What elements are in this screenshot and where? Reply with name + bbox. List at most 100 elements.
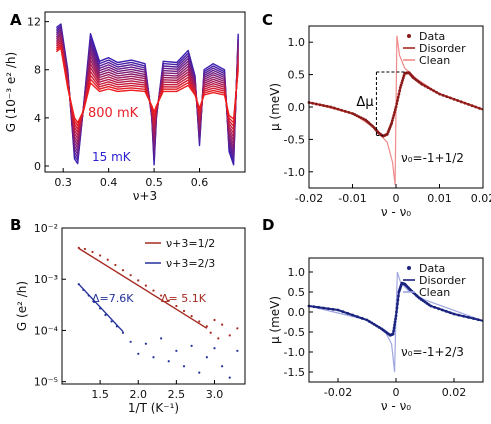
legend-label: ν+3=1/2 [166,237,215,250]
data-point [311,101,315,105]
y-axis-label-C: μ (meV) [268,83,282,131]
data-point [471,317,475,320]
data-point [467,103,470,106]
x-tick-label-B: 3.0 [206,388,224,401]
data-point [228,334,231,337]
x-tick-label-C: 0.01 [427,192,452,205]
x-tick-label-A: 0.5 [145,176,163,189]
y-tick-label-A: 8 [34,64,41,77]
annotation-15mk: 15 mK [92,150,132,164]
legend-label: Clean [419,286,450,299]
data-point [448,96,452,100]
data-point [336,308,340,312]
panel-letter-B: B [10,216,21,234]
data-point [368,320,371,323]
data-point [375,324,379,328]
data-point [456,99,460,102]
data-point [397,92,401,96]
data-point [332,106,336,110]
temperature-curve [55,45,239,127]
data-point [317,305,321,309]
data-point [121,269,125,272]
data-point [236,327,239,330]
data-point [467,316,470,319]
y-tick-label-C: 0.0 [288,101,306,114]
data-point [463,101,467,105]
data-point [341,310,345,314]
data-point [401,79,404,82]
x-axis-label-A: ν+3 [133,189,157,203]
data-point [370,321,374,325]
data-point [361,117,365,121]
x-axis-label-C: ν - ν₀ [381,205,411,219]
data-point [357,115,361,119]
y-tick-label-D: 0.5 [288,286,306,299]
data-point [398,89,402,93]
data-point [343,109,347,113]
data-point [209,331,212,334]
data-point [476,318,480,322]
x-tick-label-D: 0 [393,386,400,399]
data-point [355,315,359,319]
data-point [441,308,444,312]
x-tick-label-A: 0.4 [100,176,118,189]
data-point [351,112,354,115]
data-point [438,92,441,96]
data-point [167,360,170,363]
fit-line [78,247,208,329]
data-point [322,306,325,310]
data-point [392,326,396,330]
data-point [325,104,329,108]
data-point [236,349,239,352]
data-point [395,102,399,106]
data-point [182,365,186,368]
data-point [391,116,395,120]
y-tick-label-D: -1.5 [284,366,305,379]
data-point [396,95,400,99]
data-point [398,86,402,89]
data-point [217,337,220,340]
data-point [459,100,463,104]
data-point [144,284,147,287]
x-tick-label-C: 0 [393,192,400,205]
nu0-label: ν₀=-1+2/3 [401,345,464,359]
data-point [312,305,316,309]
x-tick-label-C: -0.02 [295,192,323,205]
data-point [457,313,461,317]
data-point [137,279,140,282]
data-point [395,310,398,314]
legend-label: ν+3=2/3 [166,257,215,270]
axes-frame-A [44,11,246,173]
data-point [198,320,201,323]
y-axis-label-A: G (10⁻³ e² /h) [4,52,18,132]
data-point [429,87,433,91]
y-tick-label-B: 10⁻² [34,222,58,235]
data-point [336,107,340,111]
data-point [99,254,102,257]
data-point [340,108,344,112]
fit-label-gap-2-3: Δ=7.6K [92,292,134,305]
data-point [390,119,394,122]
data-point [129,274,132,277]
data-point [437,307,440,311]
x-axis-label-D: ν - ν₀ [381,399,411,413]
data-point [355,114,359,118]
data-point [390,121,394,125]
legend-label: Data [419,30,445,43]
data-point [433,305,437,309]
data-point [167,299,170,302]
y-tick-label-A: 0 [34,160,41,173]
y-tick-label-C: 1.0 [288,36,306,49]
data-point [426,86,430,89]
data-point [377,325,381,329]
data-point [152,356,155,359]
data-point [129,340,132,343]
data-point [395,306,399,310]
data-point [83,247,86,251]
data-point [365,318,369,322]
data-point [444,309,448,313]
y-axis-label-B: G (e² /h) [15,281,29,331]
data-point [394,317,397,321]
data-point [441,93,445,97]
data-point [423,84,427,88]
